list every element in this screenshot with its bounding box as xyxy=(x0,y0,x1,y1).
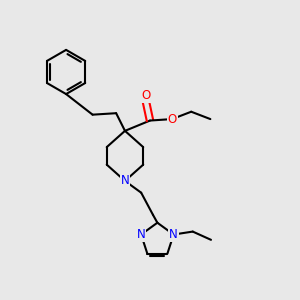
Text: N: N xyxy=(121,174,129,188)
Text: O: O xyxy=(141,89,150,102)
Text: N: N xyxy=(169,228,178,241)
Text: N: N xyxy=(137,228,146,241)
Text: O: O xyxy=(167,112,177,126)
